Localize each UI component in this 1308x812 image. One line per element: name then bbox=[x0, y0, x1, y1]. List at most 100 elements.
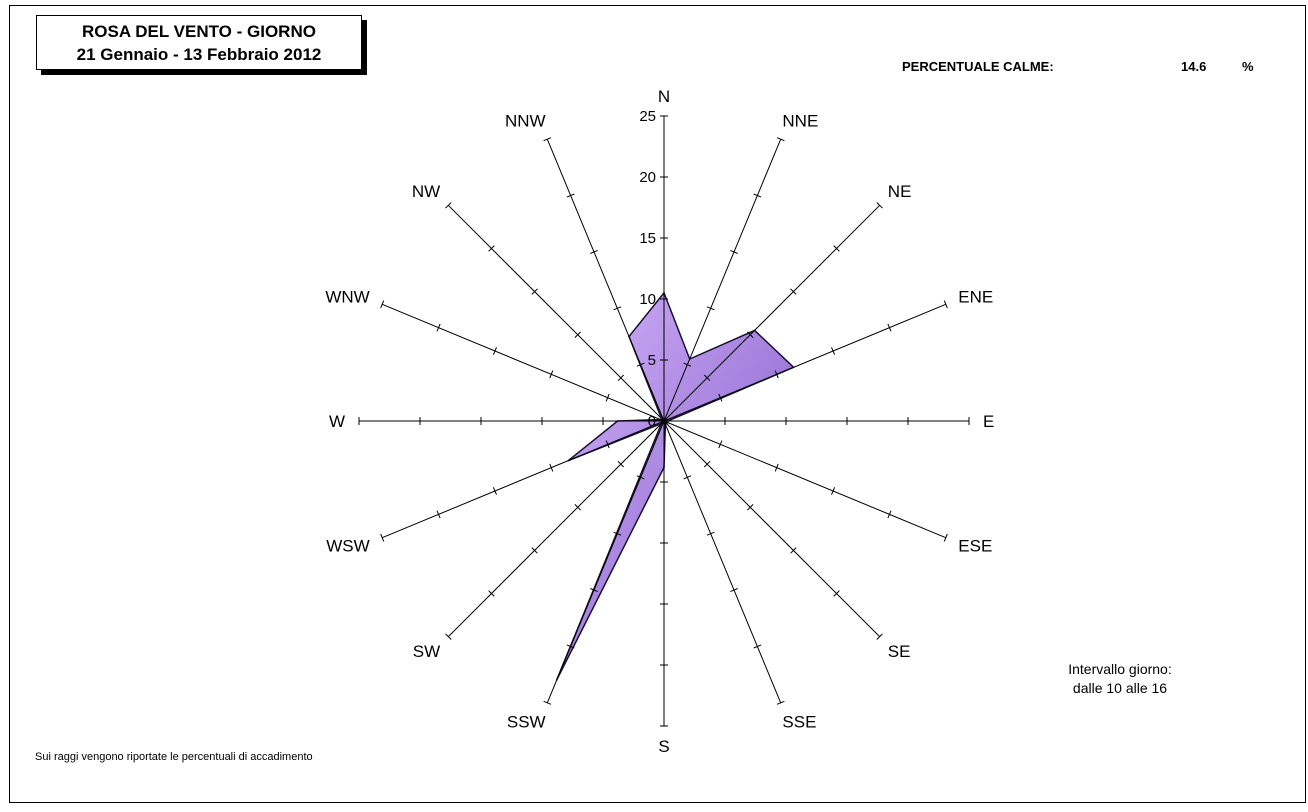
chart-period: 21 Gennaio - 13 Febbraio 2012 bbox=[76, 45, 322, 64]
tick-ene-5 bbox=[718, 393, 723, 402]
tick-nw-20 bbox=[488, 245, 495, 252]
tick-sse-10 bbox=[706, 531, 715, 536]
tick-nw-5 bbox=[617, 374, 625, 382]
tick-sw-5 bbox=[617, 460, 625, 468]
tick-ese-10 bbox=[774, 463, 779, 472]
tick-ese-15 bbox=[831, 487, 836, 495]
tick-ne-25 bbox=[876, 202, 883, 209]
tick-wsw-25 bbox=[380, 533, 385, 542]
tick-nnw-5 bbox=[636, 362, 645, 367]
calme-label: PERCENTUALE CALME: bbox=[902, 59, 1054, 74]
tick-nnw-10 bbox=[613, 306, 622, 311]
tick-ssw-25 bbox=[543, 700, 552, 705]
tick-ese-20 bbox=[887, 510, 892, 519]
direction-label-wnw: WNW bbox=[325, 288, 369, 307]
tick-ne-15 bbox=[790, 288, 797, 295]
direction-label-nne: NNE bbox=[782, 112, 818, 131]
calme-unit: % bbox=[1242, 59, 1254, 74]
tick-ssw-20 bbox=[566, 644, 575, 649]
tick-se-10 bbox=[747, 504, 754, 511]
direction-label-sse: SSE bbox=[782, 712, 816, 731]
radial-tick-label-0: 0 bbox=[648, 413, 656, 430]
tick-se-25 bbox=[876, 633, 883, 640]
tick-wsw-20 bbox=[436, 510, 441, 519]
tick-nw-25 bbox=[445, 202, 452, 209]
chart-title-box: ROSA DEL VENTO - GIORNO 21 Gennaio - 13 … bbox=[36, 15, 362, 70]
tick-sw-20 bbox=[488, 590, 495, 597]
tick-ssw-15 bbox=[590, 588, 598, 593]
direction-label-ese: ESE bbox=[958, 536, 992, 555]
tick-ene-20 bbox=[887, 323, 892, 332]
interval-note: Intervallo giorno: dalle 10 alle 16 bbox=[1040, 660, 1200, 698]
wind-rose-axes-layer bbox=[358, 115, 970, 727]
tick-sw-25 bbox=[445, 633, 452, 640]
tick-ene-25 bbox=[943, 300, 948, 309]
direction-label-ene: ENE bbox=[958, 288, 993, 307]
tick-nw-15 bbox=[531, 288, 538, 295]
tick-nnw-25 bbox=[543, 137, 552, 142]
radial-tick-label-15: 15 bbox=[639, 230, 656, 247]
tick-ssw-10 bbox=[613, 531, 622, 536]
tick-sse-15 bbox=[730, 588, 738, 593]
radial-tick-label-10: 10 bbox=[639, 291, 656, 308]
tick-ese-25 bbox=[943, 533, 948, 542]
direction-label-nw: NW bbox=[412, 182, 440, 201]
tick-nne-10 bbox=[706, 306, 715, 311]
footer-note: Sui raggi vengono riportate le percentua… bbox=[35, 751, 313, 763]
tick-sw-10 bbox=[574, 504, 581, 511]
tick-sse-5 bbox=[683, 475, 692, 480]
tick-nne-5 bbox=[683, 362, 692, 367]
direction-label-se: SE bbox=[888, 642, 911, 661]
direction-label-w: W bbox=[329, 412, 345, 431]
tick-nne-15 bbox=[730, 249, 738, 254]
spoke-ese bbox=[663, 420, 946, 539]
tick-wsw-15 bbox=[492, 487, 497, 495]
tick-wsw-10 bbox=[549, 463, 554, 472]
tick-nne-25 bbox=[776, 137, 785, 142]
spoke-ssw bbox=[546, 420, 665, 703]
interval-note-line1: Intervallo giorno: bbox=[1068, 661, 1172, 677]
tick-ne-5 bbox=[703, 374, 711, 382]
tick-se-15 bbox=[790, 547, 797, 554]
wind-rose-area-layer bbox=[555, 291, 795, 682]
direction-label-e: E bbox=[983, 412, 994, 431]
tick-nw-10 bbox=[574, 331, 581, 338]
spoke-wsw bbox=[382, 420, 665, 539]
spoke-nnw bbox=[546, 139, 665, 422]
tick-ene-10 bbox=[774, 370, 779, 379]
tick-sw-15 bbox=[531, 547, 538, 554]
spoke-se bbox=[663, 420, 881, 638]
radial-tick-label-20: 20 bbox=[639, 169, 656, 186]
tick-se-20 bbox=[833, 590, 840, 597]
wind-rose-labels-layer: N NNE NE ENE E ESE SE SSE S SSW SW WSW W WNW NW NNW 0 5 10… bbox=[325, 87, 994, 756]
tick-nnw-15 bbox=[590, 249, 598, 254]
tick-ssw-5 bbox=[636, 475, 645, 480]
direction-label-ne: NE bbox=[888, 182, 912, 201]
tick-ese-5 bbox=[718, 440, 723, 449]
direction-label-n: N bbox=[658, 87, 670, 106]
direction-label-ssw: SSW bbox=[507, 712, 546, 731]
spoke-wnw bbox=[382, 303, 665, 422]
tick-sse-20 bbox=[753, 644, 762, 649]
direction-label-wsw: WSW bbox=[326, 536, 369, 555]
tick-ne-10 bbox=[747, 331, 754, 338]
tick-wsw-5 bbox=[605, 440, 610, 449]
direction-label-s: S bbox=[658, 737, 669, 756]
direction-label-sw: SW bbox=[413, 642, 440, 661]
tick-ne-20 bbox=[833, 245, 840, 252]
spoke-nne bbox=[663, 139, 782, 422]
tick-wnw-10 bbox=[549, 370, 554, 379]
spoke-sse bbox=[663, 420, 782, 703]
spoke-ne bbox=[663, 204, 881, 422]
tick-ene-15 bbox=[831, 347, 836, 355]
radial-tick-label-25: 25 bbox=[639, 108, 656, 125]
tick-se-5 bbox=[703, 460, 711, 468]
calme-value: 14.6 bbox=[1181, 59, 1207, 74]
wind-rose-area bbox=[555, 291, 795, 681]
spoke-sw bbox=[447, 420, 665, 638]
chart-title: ROSA DEL VENTO - GIORNO bbox=[82, 22, 316, 41]
radial-tick-label-5: 5 bbox=[648, 352, 656, 369]
tick-wnw-25 bbox=[380, 300, 385, 309]
tick-nne-20 bbox=[753, 193, 762, 198]
